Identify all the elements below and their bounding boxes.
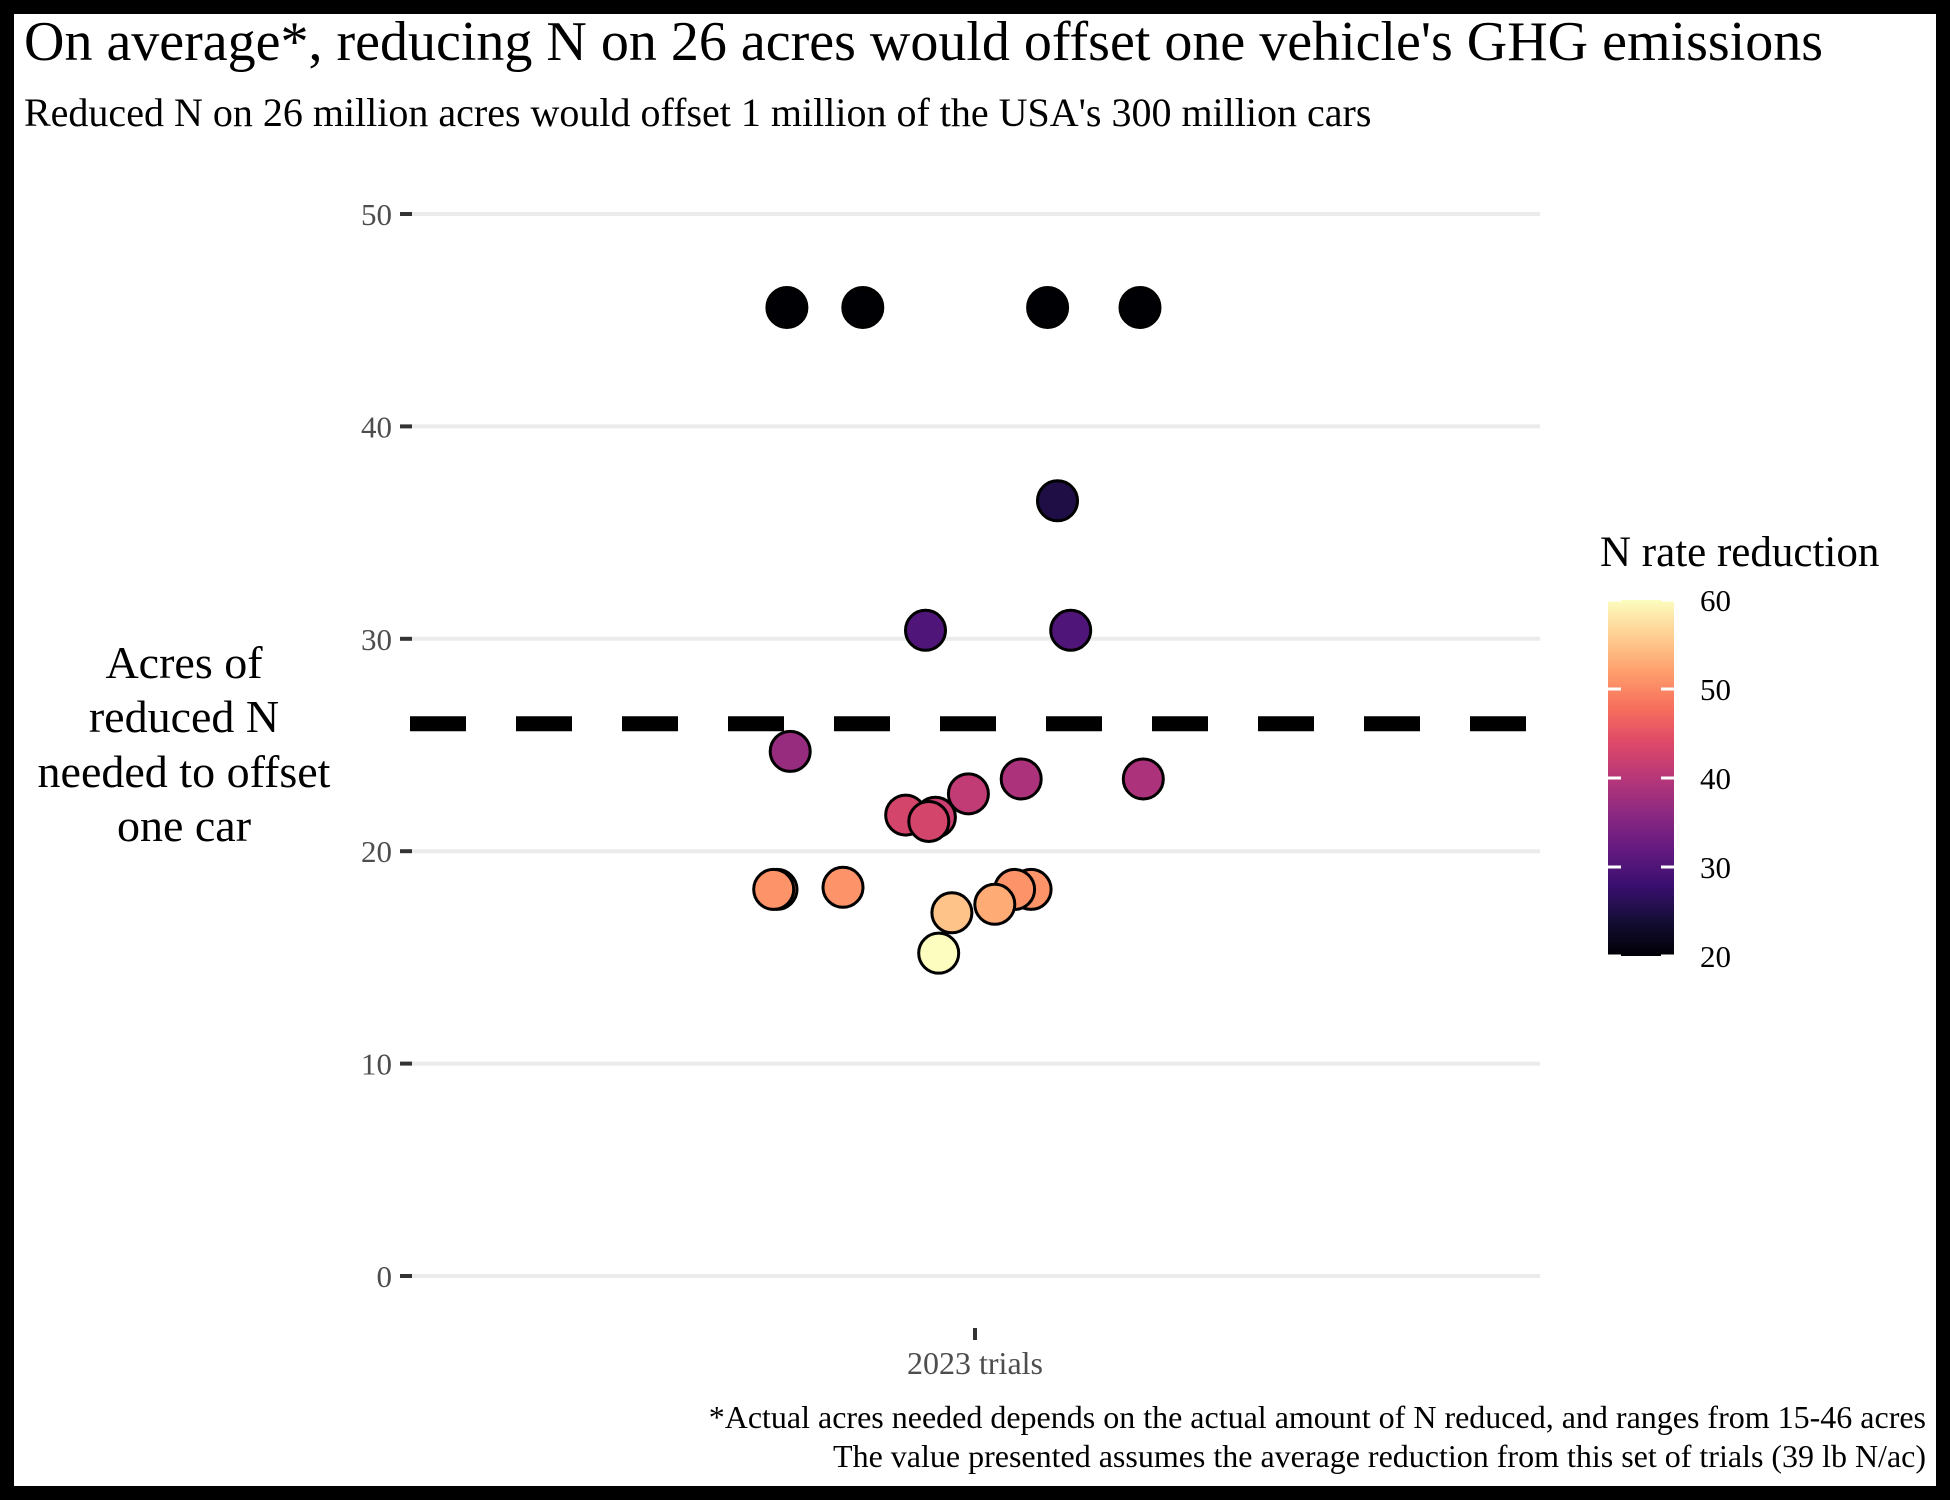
data-point	[907, 799, 951, 843]
data-point	[917, 931, 961, 975]
legend-tick-label: 40	[1700, 761, 1731, 796]
y-axis-label-line-2: reduced N	[88, 691, 280, 743]
y-axis-label-line-4: one car	[116, 799, 252, 851]
data-point	[973, 882, 1017, 926]
y-tick-label: 0	[377, 1259, 393, 1294]
y-axis-label-line-1: Acres of	[105, 637, 263, 688]
data-point	[999, 757, 1043, 801]
legend-tick-label: 30	[1700, 850, 1731, 885]
data-point	[841, 285, 885, 329]
legend-tick-label: 60	[1700, 583, 1731, 618]
chart-subtitle: Reduced N on 26 million acres would offs…	[24, 90, 1372, 135]
data-point	[768, 729, 812, 773]
y-tick-label: 10	[361, 1047, 392, 1082]
y-tick-label: 20	[361, 834, 392, 869]
y-tick-label: 30	[361, 622, 392, 657]
y-axis-label-line-3: needed to offset	[37, 745, 331, 797]
data-point	[752, 867, 796, 911]
y-tick-label: 50	[361, 197, 392, 232]
data-point	[904, 608, 947, 652]
legend-title: N rate reduction	[1600, 529, 1880, 576]
data-point	[930, 891, 974, 935]
caption: *Actual acres needed depends on the actu…	[426, 1398, 1926, 1476]
data-point	[1036, 479, 1079, 523]
caption-line-1: *Actual acres needed depends on the actu…	[708, 1399, 1926, 1435]
caption-line-2: The value presented assumes the average …	[833, 1438, 1926, 1475]
data-point	[765, 285, 809, 329]
data-point	[1118, 285, 1162, 329]
data-point	[946, 772, 990, 816]
y-tick-label: 40	[361, 409, 392, 444]
data-point	[1121, 757, 1165, 801]
data-point	[1026, 285, 1070, 329]
data-point	[821, 865, 865, 909]
legend-tick-label: 50	[1700, 672, 1731, 707]
x-tick-label: 2023 trials	[907, 1345, 1043, 1381]
data-point	[1049, 608, 1093, 652]
y-axis-label: Acres of reduced N needed to offset one …	[14, 636, 354, 853]
legend-tick-label: 20	[1700, 939, 1731, 974]
chart-title: On average*, reducing N on 26 acres woul…	[24, 11, 1824, 73]
